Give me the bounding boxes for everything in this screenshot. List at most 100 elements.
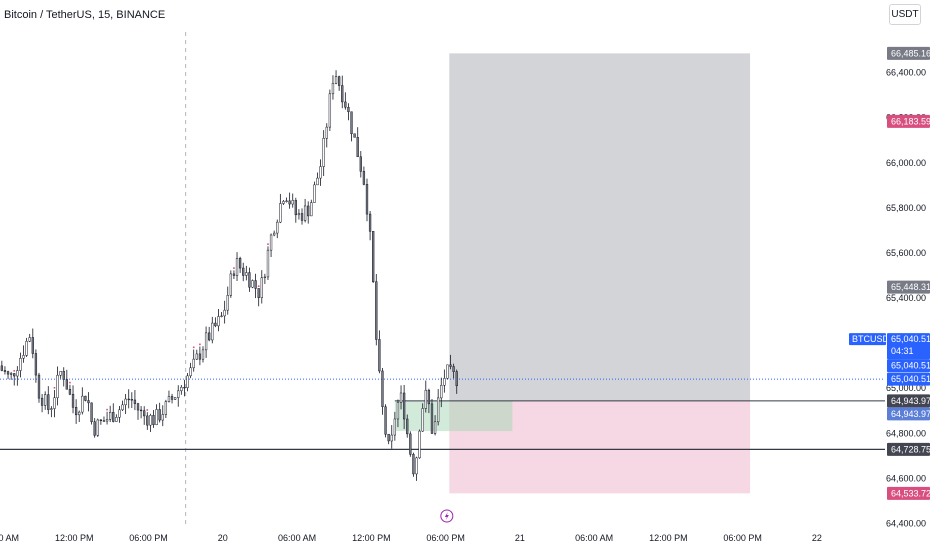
candle-body	[139, 409, 143, 412]
candle	[201, 346, 205, 363]
candle-body	[437, 397, 440, 423]
x-tick-label: 06:00 PM	[426, 533, 465, 543]
candle	[164, 399, 168, 418]
entry-price-tag: 64,943.97	[887, 394, 931, 408]
candle	[34, 349, 38, 383]
candle-body	[452, 366, 455, 372]
candle-body	[34, 353, 38, 376]
candle-body	[362, 171, 366, 185]
candle-body	[303, 205, 307, 221]
candle	[74, 399, 78, 424]
candle-body	[337, 76, 341, 86]
candle-body	[78, 411, 81, 416]
candle-marker	[233, 267, 235, 269]
candle-marker	[53, 386, 56, 389]
candle	[232, 267, 236, 279]
candle-body	[220, 315, 223, 317]
candle	[359, 151, 362, 178]
candle	[341, 75, 344, 109]
candle-body	[0, 365, 4, 371]
entry-price-tag-text: 64,943.97	[891, 396, 931, 406]
x-tick-label: 12:00 PM	[649, 533, 688, 543]
candle	[186, 372, 189, 392]
candle	[87, 392, 90, 412]
candle	[68, 381, 72, 396]
candle	[19, 352, 22, 378]
target-zone	[449, 53, 751, 401]
candle-body	[177, 390, 180, 398]
candle	[440, 377, 443, 408]
candle-marker	[267, 243, 269, 245]
candle-body	[217, 316, 220, 327]
candle	[353, 133, 356, 138]
candle-body	[307, 205, 310, 217]
candle	[331, 75, 335, 100]
candle	[121, 400, 124, 412]
candle	[3, 366, 7, 375]
candle-body	[263, 276, 267, 279]
candle-body	[291, 200, 294, 205]
candle	[378, 330, 381, 374]
candle	[273, 230, 276, 237]
candle	[297, 209, 301, 220]
candle	[409, 431, 412, 457]
candle	[424, 380, 427, 413]
candle-body	[331, 83, 335, 95]
candle-body	[16, 370, 19, 377]
candle-body	[266, 249, 270, 278]
candle	[204, 326, 208, 358]
candle-body	[396, 402, 400, 420]
candle-body	[279, 203, 282, 223]
candle-body	[288, 200, 291, 205]
candle	[139, 406, 143, 419]
candle-body	[81, 395, 84, 413]
candle	[99, 419, 103, 425]
candle-body	[3, 370, 7, 372]
candle-body	[365, 184, 369, 215]
candle-body	[406, 418, 409, 435]
stop-price-tag: 64,533.72	[887, 486, 931, 500]
candle	[303, 198, 307, 223]
symbol-badge: BTCUSDT	[849, 333, 895, 346]
x-tick-label: 22	[812, 533, 822, 543]
candle	[105, 408, 109, 425]
candle-body	[235, 258, 239, 276]
candle-body	[180, 386, 183, 392]
candle-body	[124, 398, 127, 406]
candle	[56, 366, 59, 406]
candle-body	[350, 111, 353, 134]
level-price-tag: 65,448.31	[887, 280, 931, 294]
candle-marker	[199, 343, 201, 346]
candle	[307, 201, 310, 224]
support-price-tag: 64,728.75	[887, 442, 931, 456]
candle-body	[53, 397, 56, 409]
x-tick-label: 21	[515, 533, 525, 543]
candle-body	[334, 76, 338, 84]
candle	[155, 404, 158, 426]
chart-title: Bitcoin / TetherUS, 15, BINANCE	[4, 9, 166, 21]
y-tick-label: 65,400.00	[886, 293, 926, 303]
candle	[254, 273, 257, 299]
candle	[112, 403, 115, 423]
position-zones	[394, 53, 751, 494]
current-price-stack: 65,040.51 04:31	[887, 333, 931, 360]
candle-body	[359, 156, 362, 172]
y-tick-label: 64,400.00	[886, 518, 926, 528]
candle-marker	[257, 285, 260, 288]
candle-body	[412, 454, 415, 475]
candle	[71, 385, 75, 414]
candle	[310, 199, 313, 217]
candle	[211, 316, 214, 344]
candle	[158, 402, 161, 423]
candle	[143, 406, 146, 425]
unit-button[interactable]: USDT	[889, 4, 921, 25]
candle	[390, 425, 393, 449]
candle-body	[65, 379, 68, 390]
candle-body	[424, 389, 427, 409]
current-price-tag-2: 65,040.51	[887, 359, 931, 373]
candle-body	[155, 409, 158, 425]
y-tick-label: 64,600.00	[886, 473, 926, 483]
candle-body	[186, 375, 189, 388]
candle-body	[372, 231, 375, 282]
